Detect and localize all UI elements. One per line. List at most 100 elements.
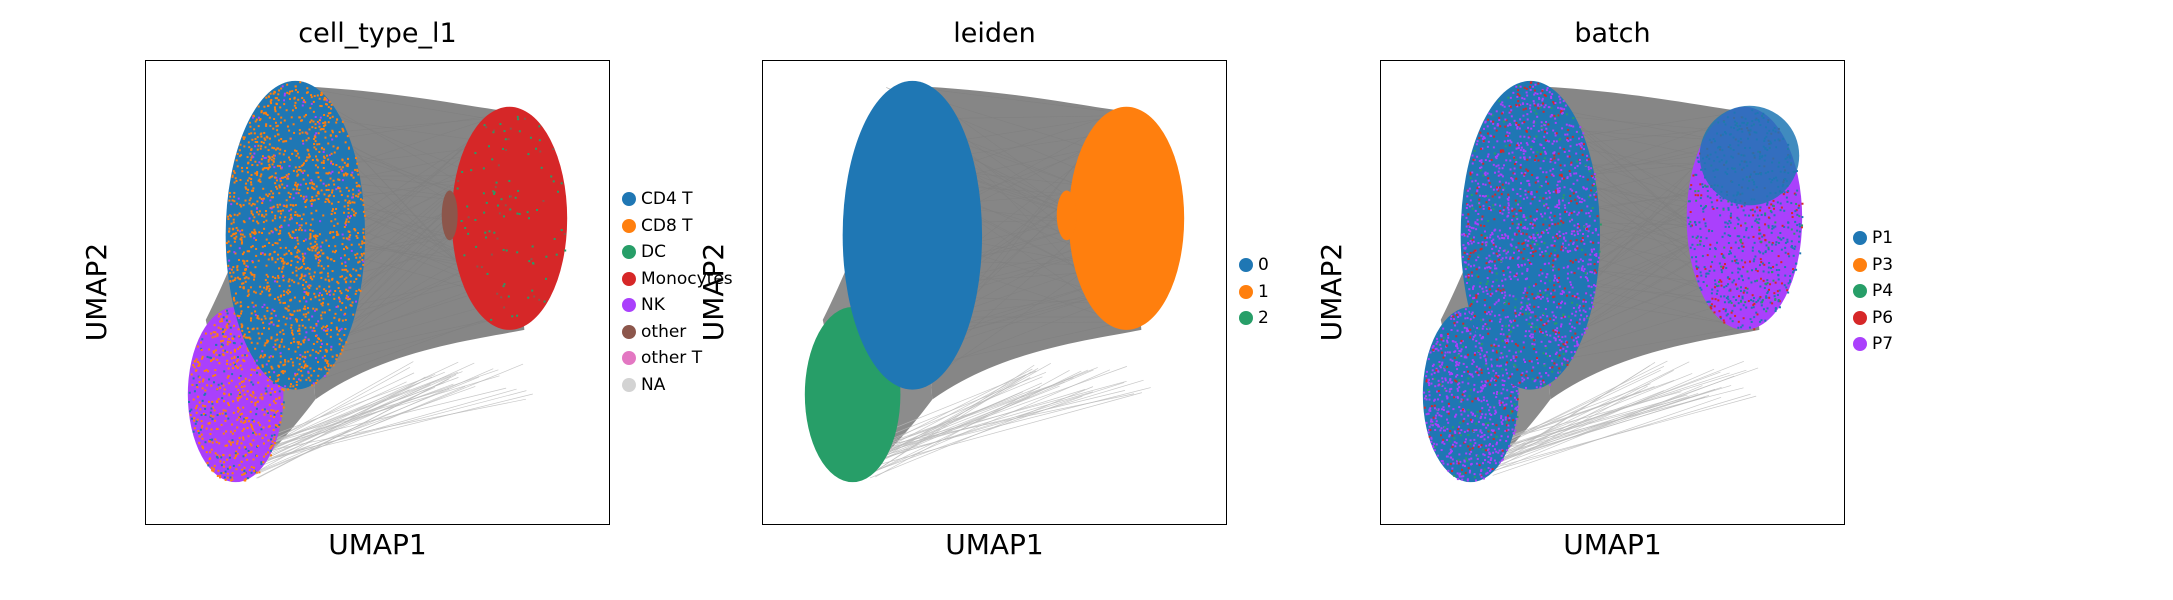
cell-point bbox=[326, 361, 329, 364]
cell-point bbox=[480, 266, 483, 269]
cell-point bbox=[307, 137, 310, 140]
cell-point bbox=[1566, 341, 1569, 344]
cell-point bbox=[1533, 89, 1536, 92]
cell-point bbox=[289, 98, 292, 101]
cell-point bbox=[209, 356, 212, 359]
cell-point bbox=[353, 214, 356, 217]
cell-point bbox=[352, 193, 355, 196]
cell-point bbox=[312, 275, 315, 278]
cell-point bbox=[1497, 258, 1500, 261]
cell-point bbox=[1441, 408, 1444, 411]
cell-point bbox=[1553, 249, 1556, 252]
cell-point bbox=[232, 441, 235, 444]
cell-point bbox=[1466, 429, 1469, 432]
cell-point bbox=[248, 250, 251, 253]
cell-point bbox=[1533, 137, 1536, 140]
cell-point bbox=[338, 319, 341, 322]
cell-point bbox=[268, 116, 271, 119]
cell-point bbox=[268, 356, 271, 359]
cell-point bbox=[259, 285, 262, 288]
cell-point bbox=[1505, 342, 1508, 345]
cell-point bbox=[226, 340, 229, 343]
legend-marker bbox=[622, 324, 636, 339]
cell-point bbox=[1486, 403, 1489, 406]
cell-point bbox=[1437, 398, 1440, 401]
cell-point bbox=[216, 388, 219, 391]
cell-point bbox=[295, 384, 298, 387]
cell-point bbox=[1471, 154, 1474, 157]
cell-point bbox=[320, 368, 323, 371]
cell-point bbox=[214, 335, 217, 338]
legend-marker bbox=[622, 351, 636, 366]
cell-point bbox=[275, 426, 278, 429]
cell-point bbox=[244, 419, 247, 422]
cell-point bbox=[311, 329, 314, 332]
cell-point bbox=[1515, 121, 1518, 124]
cell-point bbox=[1552, 296, 1555, 299]
cell-point bbox=[1533, 243, 1536, 246]
cell-point bbox=[1489, 267, 1492, 270]
cell-point bbox=[224, 444, 227, 447]
cell-point bbox=[261, 306, 264, 309]
cell-point bbox=[336, 232, 339, 235]
cell-point bbox=[236, 153, 239, 155]
cell-point bbox=[1497, 284, 1500, 287]
cell-point bbox=[1463, 234, 1466, 237]
cell-point bbox=[202, 378, 205, 381]
cell-point bbox=[1507, 340, 1510, 343]
cell-point bbox=[1536, 208, 1539, 211]
cell-point bbox=[1514, 159, 1517, 162]
cell-point bbox=[1571, 261, 1574, 264]
cell-point bbox=[287, 348, 290, 351]
cell-point bbox=[246, 398, 248, 401]
cell-point bbox=[271, 275, 274, 278]
cell-point bbox=[345, 218, 348, 221]
cell-point bbox=[1480, 475, 1483, 478]
cell-point bbox=[234, 302, 237, 305]
cell-point bbox=[1494, 384, 1497, 387]
cell-point bbox=[1583, 143, 1586, 146]
cell-point bbox=[1538, 289, 1541, 292]
cell-point bbox=[1452, 408, 1455, 411]
cell-point bbox=[319, 128, 322, 131]
cell-point bbox=[1553, 215, 1556, 218]
cell-point bbox=[1476, 189, 1479, 192]
cell-point bbox=[266, 410, 269, 413]
cell-point bbox=[297, 368, 300, 371]
cell-point bbox=[1456, 374, 1459, 377]
cell-point bbox=[289, 383, 292, 386]
cell-point bbox=[1495, 110, 1498, 113]
cell-point bbox=[198, 380, 201, 383]
cell-point bbox=[350, 249, 353, 252]
cell-point bbox=[1426, 378, 1429, 381]
cell-point bbox=[328, 285, 331, 288]
cell-point bbox=[1493, 303, 1496, 306]
cell-point bbox=[335, 305, 338, 308]
cell-point bbox=[244, 479, 247, 482]
cell-point bbox=[1492, 208, 1495, 211]
cell-point bbox=[1486, 379, 1489, 382]
cell-point bbox=[1530, 311, 1533, 314]
cell-point bbox=[292, 123, 295, 126]
cell-point bbox=[204, 441, 207, 444]
cell-point bbox=[1563, 186, 1566, 189]
cell-point bbox=[1511, 391, 1514, 394]
cell-point bbox=[291, 333, 294, 336]
cell-point bbox=[1469, 469, 1472, 472]
cell-point bbox=[212, 470, 215, 473]
cell-point bbox=[1488, 182, 1491, 185]
cell-point bbox=[1486, 236, 1489, 239]
cell-point bbox=[1511, 238, 1514, 241]
cell-point bbox=[218, 412, 221, 415]
cell-point bbox=[276, 374, 279, 377]
cell-point bbox=[1593, 182, 1596, 185]
cell-point bbox=[218, 312, 221, 315]
edge bbox=[874, 370, 1082, 472]
cell-point bbox=[1552, 168, 1555, 171]
cell-point bbox=[331, 270, 334, 273]
cell-point bbox=[297, 173, 300, 176]
cell-point bbox=[325, 184, 328, 187]
legend-label: other bbox=[641, 321, 687, 342]
cell-point bbox=[1498, 116, 1501, 119]
cell-point bbox=[1545, 330, 1548, 333]
